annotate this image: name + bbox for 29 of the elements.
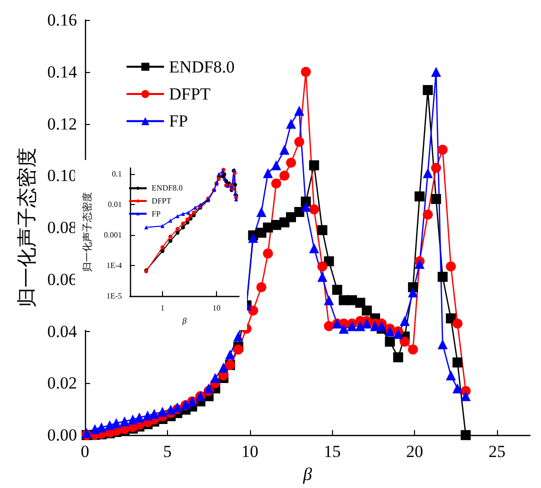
y-tick-label: 0.02: [47, 374, 77, 393]
x-tick-label: 0: [80, 442, 90, 462]
x-tick-label: 25: [488, 442, 506, 462]
y-tick-label: 0.01: [108, 200, 122, 210]
y-tick-label: 0.04: [47, 322, 78, 341]
y-tick-label: 0.001: [104, 230, 122, 240]
y-tick-label: 0.1: [112, 170, 122, 179]
legend-label: ENDF8.0: [169, 57, 235, 76]
x-tick-label: 5: [163, 442, 172, 462]
x-tick-label: 10: [241, 442, 258, 462]
x-axis-title: β: [302, 464, 312, 484]
y-tick-label: 0.14: [47, 62, 78, 82]
x-tick-label: 20: [406, 442, 424, 462]
x-tick-label: 1: [160, 304, 164, 313]
x-tick-label: 10: [212, 304, 221, 313]
legend-label: FP: [169, 112, 188, 131]
y-tick-label: 0.00: [47, 426, 77, 445]
y-tick-label: 1E-5: [106, 292, 122, 301]
x-axis-title: β: [181, 316, 188, 326]
y-tick-label: 1E-4: [106, 261, 122, 270]
legend-label: DFPT: [152, 196, 172, 206]
legend-label: DFPT: [169, 84, 212, 104]
y-axis-title: 归一化声子态密度: [82, 192, 94, 272]
legend-label: FP: [152, 209, 162, 218]
y-tick-label: 0.12: [47, 114, 77, 134]
y-axis-title: 归一化声子态密度: [14, 148, 38, 308]
legend-label: ENDF8.0: [152, 184, 183, 193]
y-tick-label: 0.16: [47, 10, 77, 30]
x-tick-label: 15: [324, 442, 341, 462]
